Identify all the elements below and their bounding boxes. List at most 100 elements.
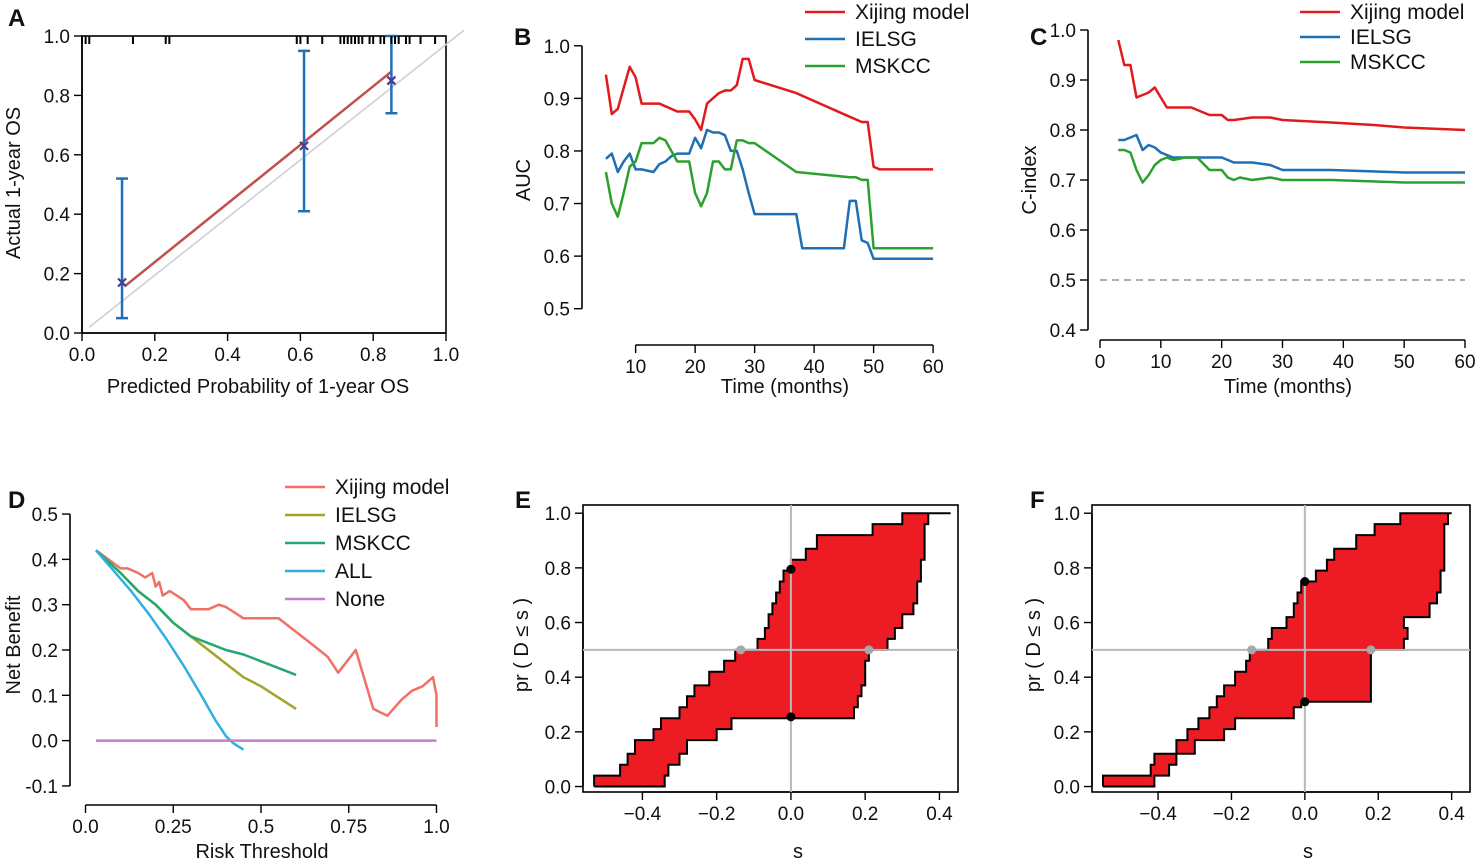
y-tick-label-D: 0.2 <box>32 641 58 662</box>
y-tick-label-C: 0.9 <box>1050 71 1076 92</box>
y-tick-label-F: 1.0 <box>1054 504 1080 525</box>
y-tick-label-C: 0.4 <box>1050 321 1077 342</box>
x-tick-label-A: 1.0 <box>433 345 459 366</box>
y-axis-label-F: pr ( D ≤ s ) <box>1023 598 1045 692</box>
y-tick-label-A: 0.8 <box>44 86 70 107</box>
y-tick-label-B: 0.7 <box>544 195 570 216</box>
y-axis-label-D: Net Benefit <box>3 595 25 694</box>
y-tick-label-B: 0.9 <box>544 89 570 110</box>
y-tick-label-F: 0.8 <box>1054 559 1080 580</box>
bound-point <box>786 564 796 574</box>
series-line-xijing-model <box>95 549 438 727</box>
panel-E: Es pr ( D ≤ s ) −0.4 −0.2 0.0 0.2 0.4 0.0 0.2 0.4… <box>511 487 959 861</box>
series-line-mskcc <box>95 549 297 677</box>
y-axis-label-B: AUC <box>513 159 535 201</box>
y-tick-label-C: 0.7 <box>1050 171 1076 192</box>
panel-label-C: C <box>1030 24 1047 51</box>
y-tick-label-C: 0.5 <box>1050 271 1076 292</box>
legend-label-B: IELSG <box>855 28 917 51</box>
x-tick-label-D: 1.0 <box>423 817 449 838</box>
y-tick-label-C: 1.0 <box>1050 21 1076 42</box>
x-axis-label-B: Time (months) <box>721 376 849 398</box>
x-tick-label-A: 0.8 <box>360 345 386 366</box>
lower-bound-step <box>1103 513 1449 788</box>
legend-label-C: Xijing model <box>1350 1 1464 24</box>
y-tick-label-B: 0.6 <box>544 247 570 268</box>
y-tick-label-B: 0.8 <box>544 142 570 163</box>
x-tick-label-A: 0.2 <box>142 345 168 366</box>
series-line-xijing-model <box>1117 39 1466 132</box>
x-tick-label-F: 0.4 <box>1438 804 1465 825</box>
x-tick-label-B: 60 <box>923 357 944 378</box>
x-tick-label-D: 0.5 <box>248 817 274 838</box>
x-tick-label-C: 0 <box>1095 352 1106 373</box>
x-tick-label-B: 50 <box>863 357 884 378</box>
panel-C: C Time (months) C-index 0 10 20 30 40 50 60 0.4 0.5… <box>1019 1 1476 398</box>
y-tick-label-B: 0.5 <box>544 300 570 321</box>
x-tick-label-B: 20 <box>685 357 706 378</box>
legend-label-C: MSKCC <box>1350 51 1426 74</box>
y-tick-label-C: 0.6 <box>1050 221 1076 242</box>
x-tick-label-C: 40 <box>1333 352 1354 373</box>
x-tick-label-E: −0.2 <box>698 804 736 825</box>
y-tick-label-F: 0.6 <box>1054 614 1080 635</box>
x-tick-label-C: 20 <box>1211 352 1232 373</box>
panel-A: A Predicted Probability of 1-year OS Actua… <box>3 5 465 398</box>
y-tick-label-B: 1.0 <box>544 37 570 58</box>
y-axis-label-A: Actual 1-year OS <box>3 107 25 259</box>
x-tick-label-D: 0.75 <box>330 817 367 838</box>
y-tick-label-E: 1.0 <box>545 504 571 525</box>
x-tick-label-E: 0.2 <box>852 804 878 825</box>
x-tick-label-D: 0.25 <box>155 817 192 838</box>
x-tick-label-F: −0.2 <box>1213 804 1251 825</box>
y-tick-label-E: 0.6 <box>545 614 571 635</box>
y-axis-label-C: C-index <box>1019 146 1041 215</box>
legend-label-D: IELSG <box>335 504 397 527</box>
series-line-ielsg <box>1118 133 1465 174</box>
panel-label-F: F <box>1030 487 1045 514</box>
y-tick-label-C: 0.8 <box>1050 121 1076 142</box>
x-axis-label-D: Risk Threshold <box>195 841 328 861</box>
legend-label-B: MSKCC <box>855 55 931 78</box>
median-point <box>1247 645 1257 655</box>
x-tick-label-F: 0.2 <box>1365 804 1391 825</box>
x-tick-label-A: 0.4 <box>214 345 241 366</box>
y-tick-label-D: 0.3 <box>32 596 58 617</box>
calibration-line <box>124 70 393 287</box>
median-point <box>736 645 746 655</box>
series-line-mskcc <box>604 136 934 250</box>
y-tick-label-A: 1.0 <box>44 27 70 48</box>
series-line-mskcc <box>1118 148 1465 184</box>
x-tick-label-C: 60 <box>1454 352 1475 373</box>
calibration-point <box>299 141 309 151</box>
reference-line <box>88 29 465 328</box>
y-tick-label-E: 0.8 <box>545 559 571 580</box>
x-tick-label-F: 0.0 <box>1292 804 1318 825</box>
panel-B: B Time (months) AUC 10 20 30 40 50 60 0.5 0.6 0.7 0.… <box>513 1 969 398</box>
calibration-point <box>386 75 397 86</box>
series-line-xijing-model <box>604 57 934 171</box>
y-tick-label-D: 0.1 <box>32 686 58 707</box>
y-tick-label-D: 0.0 <box>32 732 58 753</box>
panel-label-D: D <box>8 487 25 514</box>
y-tick-label-D: -0.1 <box>25 777 58 798</box>
legend-label-D: MSKCC <box>335 532 411 555</box>
panel-F: Fs pr ( D ≤ s ) −0.4 −0.2 0.0 0.2 0.4 0.0 0.2 0.4… <box>1023 487 1471 861</box>
x-tick-label-C: 30 <box>1272 352 1293 373</box>
x-tick-label-D: 0.0 <box>72 817 98 838</box>
median-point <box>1366 645 1376 655</box>
x-axis-label-F: s <box>1303 841 1313 861</box>
y-tick-label-A: 0.0 <box>44 324 70 345</box>
y-tick-label-A: 0.6 <box>44 146 70 167</box>
calibration-point <box>117 277 127 288</box>
bound-point <box>1300 697 1310 707</box>
panel-D: D Risk Threshold Net Benefit 0.0 0.25 0.5 0.75… <box>3 476 450 861</box>
x-axis-label-C: Time (months) <box>1224 376 1352 398</box>
x-axis-label-E: s <box>793 841 803 861</box>
y-tick-label-E: 0.2 <box>545 723 571 744</box>
y-tick-label-E: 0.4 <box>545 668 572 689</box>
panel-label-E: E <box>515 487 531 514</box>
panel-label-B: B <box>514 24 531 51</box>
legend-label-D: None <box>335 588 385 611</box>
